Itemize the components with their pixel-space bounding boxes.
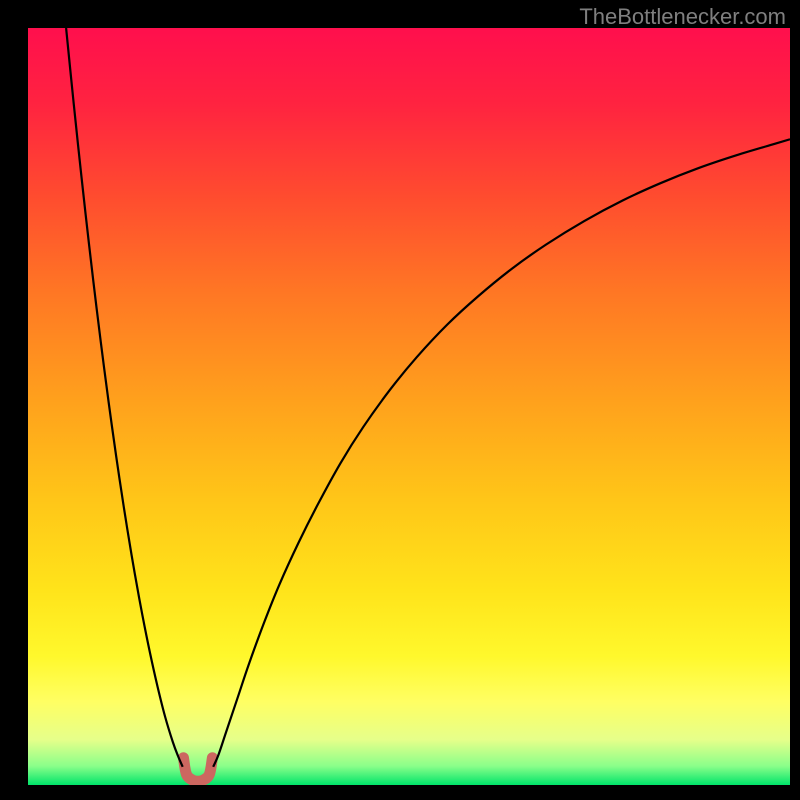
plot-svg xyxy=(28,28,790,785)
plot-area xyxy=(28,28,790,785)
watermark-label: TheBottlenecker.com xyxy=(579,4,786,30)
gradient-background xyxy=(28,28,790,785)
